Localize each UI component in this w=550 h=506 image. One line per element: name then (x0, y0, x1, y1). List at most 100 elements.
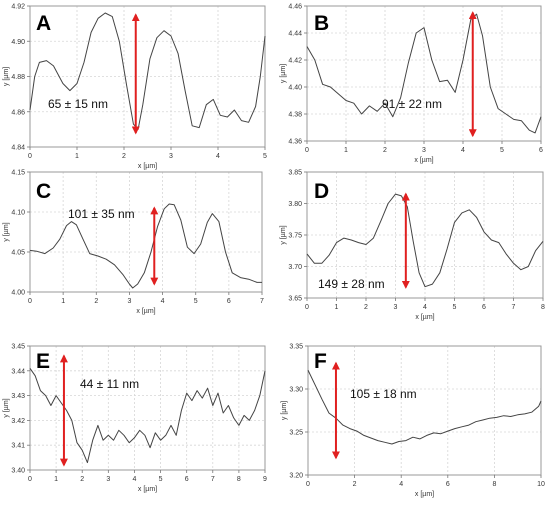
x-tick-label: 9 (263, 476, 267, 483)
y-tick-label: 3.35 (289, 344, 303, 351)
y-tick-label: 3.44 (11, 368, 25, 375)
x-tick-label: 5 (263, 153, 267, 160)
x-tick-label: 2 (383, 147, 387, 154)
x-tick-label: 7 (211, 476, 215, 483)
panel-A: 0 1 2 3 4 5 4.84 4.86 4.88 4.90 4.92 x [µm] y [µm] 65… (3, 4, 267, 171)
panel-B: 0 1 2 3 4 5 6 4.36 4.38 4.40 4.42 4.44 4.46 x [µm] y [… (280, 4, 543, 165)
x-tick-label: 4 (399, 481, 403, 488)
x-tick-label: 1 (344, 147, 348, 154)
y-tick-label: 3.70 (288, 264, 302, 271)
y-tick-label: 3.42 (11, 418, 25, 425)
panel-label: C (36, 180, 51, 203)
y-tick-label: 3.75 (288, 233, 302, 240)
y-tick-label: 3.30 (289, 387, 303, 394)
height-annotation: 65 ± 15 nm (48, 97, 108, 111)
x-tick-label: 0 (28, 476, 32, 483)
x-tick-label: 1 (61, 298, 65, 305)
panel-E: 0 1 2 3 4 5 6 7 8 9 3.40 3.41 3.42 3.43 3.44 3.45 x [µm]… (3, 344, 267, 494)
y-tick-label: 3.45 (11, 344, 25, 351)
x-tick-label: 0 (305, 147, 309, 154)
x-tick-label: 0 (28, 153, 32, 160)
profile-line (306, 13, 542, 134)
x-tick-label: 6 (227, 298, 231, 305)
x-tick-label: 2 (80, 476, 84, 483)
y-tick-label: 3.40 (11, 468, 25, 475)
x-tick-label: 7 (512, 304, 516, 311)
x-tick-label: 3 (422, 147, 426, 154)
x-tick-label: 2 (353, 481, 357, 488)
y-tick-label: 4.38 (288, 112, 302, 119)
x-tick-label: 3 (394, 304, 398, 311)
y-axis-label: y [µm] (3, 222, 10, 241)
plot-frame (29, 171, 263, 293)
x-tick-label: 6 (446, 481, 450, 488)
y-tick-label: 4.36 (288, 139, 302, 146)
height-annotation: 105 ± 18 nm (350, 387, 417, 401)
x-tick-label: 5 (159, 476, 163, 483)
x-tick-label: 2 (364, 304, 368, 311)
y-tick-label: 4.88 (11, 74, 25, 81)
x-tick-label: 4 (423, 304, 427, 311)
x-tick-label: 4 (216, 153, 220, 160)
panel-label: E (36, 350, 50, 373)
x-tick-label: 5 (500, 147, 504, 154)
panel-label: F (314, 350, 327, 373)
x-tick-label: 10 (537, 481, 545, 488)
x-axis-label: x [µm] (136, 308, 155, 315)
panel-D: 0 1 2 3 4 5 6 7 8 3.65 3.70 3.75 3.80 3.85 x [µm] y [µm… (280, 170, 545, 322)
plot-frame (29, 345, 266, 471)
x-tick-label: 8 (541, 304, 545, 311)
x-tick-label: 8 (492, 481, 496, 488)
profile-line (29, 368, 266, 464)
x-axis-label: x [µm] (138, 163, 157, 170)
y-tick-label: 4.90 (11, 39, 25, 46)
x-tick-label: 5 (194, 298, 198, 305)
x-tick-label: 3 (106, 476, 110, 483)
y-tick-label: 3.65 (288, 296, 302, 303)
height-annotation: 149 ± 28 nm (318, 277, 385, 291)
y-tick-label: 3.80 (288, 201, 302, 208)
x-tick-label: 0 (305, 304, 309, 311)
panel-C: 0 1 2 3 4 5 6 7 4.00 4.05 4.10 4.15 x [µm] y [µm] 101 … (3, 170, 264, 316)
profile-line (29, 203, 262, 289)
plot-frame (307, 345, 542, 476)
y-tick-label: 4.40 (288, 85, 302, 92)
profile-line (307, 369, 542, 445)
y-tick-label: 4.46 (288, 4, 302, 11)
x-tick-label: 4 (161, 298, 165, 305)
y-axis-label: y [µm] (3, 67, 10, 86)
y-tick-label: 3.41 (11, 443, 25, 450)
y-tick-label: 3.85 (288, 170, 302, 177)
y-tick-label: 4.15 (11, 170, 25, 177)
panel-F: 0 2 4 6 8 10 3.20 3.25 3.30 3.35 x [µm] y [µm] 105 ±… (281, 344, 545, 499)
x-tick-label: 7 (260, 298, 264, 305)
x-axis-label: x [µm] (138, 486, 157, 493)
y-tick-label: 3.20 (289, 473, 303, 480)
x-tick-label: 3 (169, 153, 173, 160)
y-tick-label: 4.44 (288, 31, 302, 38)
y-tick-label: 4.92 (11, 4, 25, 11)
x-tick-label: 4 (461, 147, 465, 154)
x-axis-label: x [µm] (415, 314, 434, 321)
y-tick-label: 4.84 (11, 145, 25, 152)
height-annotation: 101 ± 35 nm (68, 207, 135, 221)
y-axis-label: y [µm] (281, 401, 288, 420)
x-tick-label: 3 (127, 298, 131, 305)
x-tick-label: 1 (75, 153, 79, 160)
x-tick-label: 0 (306, 481, 310, 488)
panel-label: A (36, 12, 51, 35)
y-tick-label: 4.86 (11, 109, 25, 116)
panel-label: B (314, 12, 329, 35)
x-tick-label: 2 (122, 153, 126, 160)
x-tick-label: 4 (132, 476, 136, 483)
x-tick-label: 8 (237, 476, 241, 483)
x-tick-label: 6 (482, 304, 486, 311)
y-tick-label: 4.10 (11, 210, 25, 217)
x-tick-label: 6 (539, 147, 543, 154)
y-tick-label: 3.25 (289, 430, 303, 437)
y-tick-label: 4.05 (11, 250, 25, 257)
y-tick-label: 3.43 (11, 393, 25, 400)
y-tick-label: 4.00 (11, 290, 25, 297)
y-axis-label: y [µm] (280, 225, 287, 244)
